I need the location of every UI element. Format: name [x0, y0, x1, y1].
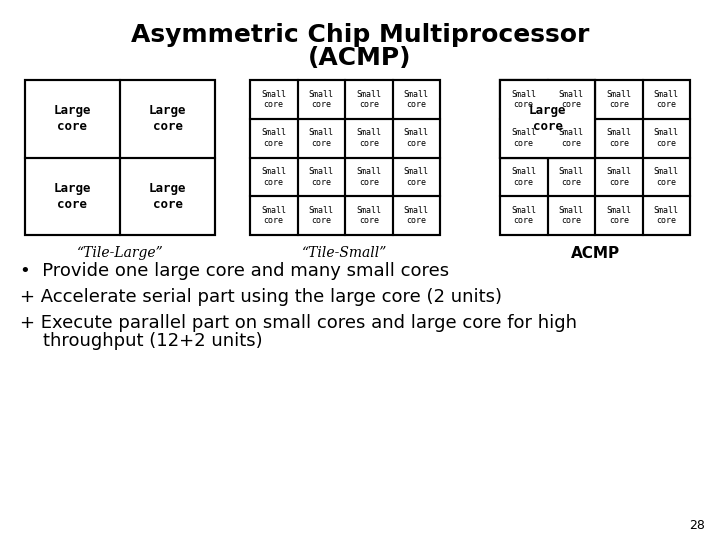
- Bar: [595, 196, 642, 235]
- Bar: [500, 80, 547, 119]
- Text: Small
core: Small core: [261, 167, 287, 187]
- Text: Small
core: Small core: [404, 90, 428, 109]
- Bar: [595, 158, 642, 196]
- Bar: [595, 119, 642, 158]
- Bar: [547, 158, 595, 196]
- Bar: [345, 196, 392, 235]
- Bar: [500, 80, 595, 158]
- Text: ACMP: ACMP: [570, 246, 620, 260]
- Text: Small
core: Small core: [309, 129, 334, 148]
- Bar: [250, 196, 297, 235]
- Text: Small
core: Small core: [356, 206, 382, 225]
- Bar: [392, 119, 440, 158]
- Text: Small
core: Small core: [654, 129, 679, 148]
- Bar: [250, 119, 297, 158]
- Text: Small
core: Small core: [404, 129, 428, 148]
- Text: Small
core: Small core: [559, 90, 584, 109]
- Bar: [250, 80, 297, 119]
- Text: Small
core: Small core: [356, 167, 382, 187]
- Bar: [392, 80, 440, 119]
- Bar: [345, 80, 392, 119]
- Text: Small
core: Small core: [511, 90, 536, 109]
- Bar: [392, 196, 440, 235]
- Bar: [642, 80, 690, 119]
- Text: Asymmetric Chip Multiprocessor: Asymmetric Chip Multiprocessor: [131, 23, 589, 47]
- Bar: [345, 119, 392, 158]
- Text: Small
core: Small core: [511, 129, 536, 148]
- Bar: [25, 158, 120, 235]
- Bar: [500, 158, 547, 196]
- Text: Small
core: Small core: [654, 167, 679, 187]
- Text: Small
core: Small core: [309, 167, 334, 187]
- Text: Large
core: Large core: [528, 104, 566, 133]
- Bar: [642, 119, 690, 158]
- Text: Small
core: Small core: [654, 90, 679, 109]
- Text: Small
core: Small core: [559, 167, 584, 187]
- Bar: [25, 80, 120, 158]
- Text: throughput (12+2 units): throughput (12+2 units): [20, 332, 263, 350]
- Text: Small
core: Small core: [309, 90, 334, 109]
- Bar: [547, 119, 595, 158]
- Text: Large
core: Large core: [149, 182, 186, 211]
- Text: Small
core: Small core: [261, 129, 287, 148]
- Text: Large
core: Large core: [149, 104, 186, 133]
- Text: Large
core: Large core: [54, 182, 91, 211]
- Text: Small
core: Small core: [559, 129, 584, 148]
- Text: Small
core: Small core: [511, 167, 536, 187]
- Bar: [500, 80, 595, 158]
- Text: “Tile-Small”: “Tile-Small”: [302, 246, 387, 260]
- Text: Small
core: Small core: [606, 90, 631, 109]
- Text: Small
core: Small core: [309, 206, 334, 225]
- Bar: [392, 158, 440, 196]
- Bar: [297, 196, 345, 235]
- Bar: [642, 196, 690, 235]
- Text: (ACMP): (ACMP): [308, 46, 412, 70]
- Text: Large
core: Large core: [54, 104, 91, 133]
- Bar: [250, 158, 297, 196]
- Text: 28: 28: [689, 519, 705, 532]
- Text: Small
core: Small core: [654, 206, 679, 225]
- Text: Small
core: Small core: [356, 129, 382, 148]
- Bar: [595, 80, 642, 119]
- Bar: [297, 119, 345, 158]
- Text: Small
core: Small core: [606, 129, 631, 148]
- Text: “Tile-Large”: “Tile-Large”: [76, 246, 163, 260]
- Text: Small
core: Small core: [356, 90, 382, 109]
- Text: •  Provide one large core and many small cores: • Provide one large core and many small …: [20, 262, 449, 280]
- Bar: [500, 119, 547, 158]
- Bar: [120, 80, 215, 158]
- Bar: [642, 158, 690, 196]
- Bar: [500, 196, 547, 235]
- Bar: [297, 80, 345, 119]
- Bar: [297, 158, 345, 196]
- Bar: [547, 80, 595, 119]
- Text: + Execute parallel part on small cores and large core for high: + Execute parallel part on small cores a…: [20, 314, 577, 332]
- Text: Small
core: Small core: [261, 206, 287, 225]
- Text: + Accelerate serial part using the large core (2 units): + Accelerate serial part using the large…: [20, 288, 502, 306]
- Bar: [345, 158, 392, 196]
- Text: Small
core: Small core: [261, 90, 287, 109]
- Text: Small
core: Small core: [559, 206, 584, 225]
- Bar: [250, 80, 440, 235]
- Bar: [547, 196, 595, 235]
- Text: Small
core: Small core: [404, 167, 428, 187]
- Bar: [120, 158, 215, 235]
- Text: Small
core: Small core: [404, 206, 428, 225]
- Text: Small
core: Small core: [511, 206, 536, 225]
- Bar: [25, 80, 215, 235]
- Bar: [500, 80, 690, 235]
- Text: Small
core: Small core: [606, 206, 631, 225]
- Text: Small
core: Small core: [606, 167, 631, 187]
